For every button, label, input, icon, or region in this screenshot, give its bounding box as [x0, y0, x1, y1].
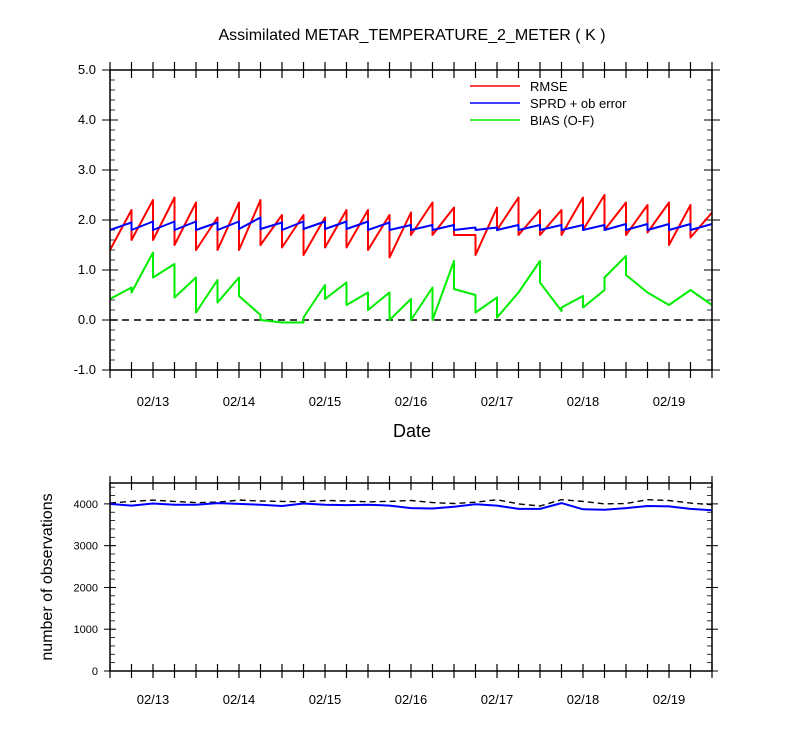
x-tick-label: 02/17 — [481, 692, 514, 707]
top-series-group — [109, 194, 713, 324]
x-tick-label: 02/15 — [309, 692, 342, 707]
x-tick-label: 02/16 — [395, 394, 428, 409]
bottom-chart: 0 1000 2000 3000 4000 02/13 02/14 02/15 02/16 02/… — [39, 476, 718, 707]
y-tick-label: 5.0 — [78, 62, 96, 77]
legend: RMSE SPRD + ob error BIAS (O-F) — [470, 79, 627, 128]
y-tick-label: 2.0 — [78, 212, 96, 227]
y-tick-label: 3.0 — [78, 162, 96, 177]
bottom-plot-frame — [109, 482, 713, 672]
bottom-series-group — [109, 499, 713, 512]
legend-label: SPRD + ob error — [530, 96, 627, 111]
x-tick-label: 02/19 — [653, 692, 686, 707]
x-tick-label: 02/18 — [567, 692, 600, 707]
y-tick-label: 0.0 — [78, 312, 96, 327]
chart-title: Assimilated METAR_TEMPERATURE_2_METER ( … — [218, 27, 605, 44]
y-axis-label: number of observations — [39, 493, 56, 660]
x-tick-label: 02/14 — [223, 692, 256, 707]
x-tick-label: 02/14 — [223, 394, 256, 409]
bottom-axes: 0 1000 2000 3000 4000 02/13 02/14 02/15 02/16 02/… — [74, 476, 718, 707]
x-axis-label: Date — [393, 421, 431, 441]
top-axes: -1.0 0.0 1.0 2.0 3.0 4.0 5.0 02/13 02/14 02/15 02/… — [74, 62, 720, 409]
y-tick-label: 4.0 — [78, 112, 96, 127]
x-tick-label: 02/17 — [481, 394, 514, 409]
series-line-sprd-ob-error — [109, 216, 713, 231]
x-tick-label: 02/19 — [653, 394, 686, 409]
y-tick-label: 2000 — [74, 582, 98, 594]
legend-label: RMSE — [530, 79, 568, 94]
x-tick-label: 02/13 — [137, 692, 170, 707]
series-line-assimilated — [109, 502, 713, 512]
y-tick-label: 1000 — [74, 624, 98, 636]
y-tick-label: 0 — [92, 666, 98, 678]
x-tick-label: 02/13 — [137, 394, 170, 409]
x-tick-label: 02/15 — [309, 394, 342, 409]
x-tick-label: 02/16 — [395, 692, 428, 707]
series-line-bias-o-f — [109, 251, 713, 324]
series-line-possible — [109, 499, 713, 507]
top-chart: Assimilated METAR_TEMPERATURE_2_METER ( … — [74, 27, 720, 441]
y-tick-label: 3000 — [74, 541, 98, 553]
x-tick-label: 02/18 — [567, 394, 600, 409]
y-tick-label: 1.0 — [78, 262, 96, 277]
y-tick-label: -1.0 — [74, 362, 96, 377]
top-plot-frame — [109, 69, 713, 371]
y-tick-label: 4000 — [74, 499, 98, 511]
legend-label: BIAS (O-F) — [530, 113, 594, 128]
